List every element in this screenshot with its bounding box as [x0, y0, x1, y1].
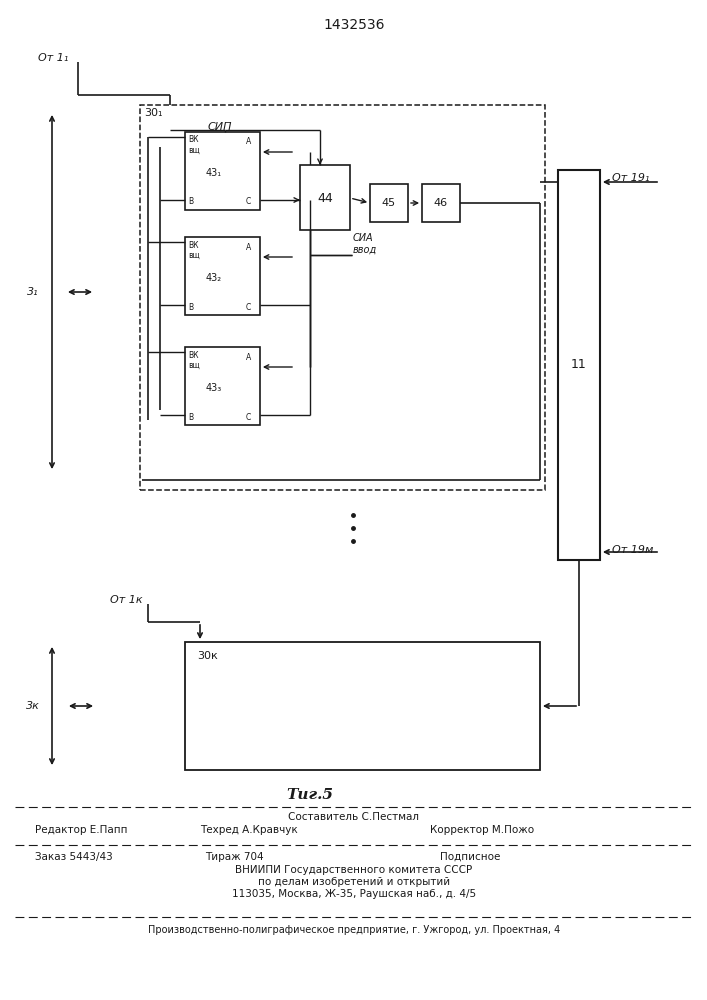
- Text: ВНИИПИ Государственного комитета СССР: ВНИИПИ Государственного комитета СССР: [235, 865, 472, 875]
- Text: ввод: ввод: [353, 245, 378, 255]
- Text: С: С: [246, 302, 251, 312]
- Text: В: В: [188, 412, 193, 422]
- Text: ВК: ВК: [188, 351, 199, 360]
- Text: 30к: 30к: [197, 651, 218, 661]
- Text: 43₃: 43₃: [206, 383, 222, 393]
- Text: Тираж 704: Тираж 704: [205, 852, 264, 862]
- Text: по делам изобретений и открытий: по делам изобретений и открытий: [258, 877, 450, 887]
- Text: С: С: [246, 198, 251, 207]
- Text: Производственно-полиграфическое предприятие, г. Ужгород, ул. Проектная, 4: Производственно-полиграфическое предприя…: [148, 925, 560, 935]
- Text: 46: 46: [434, 198, 448, 208]
- Text: Заказ 5443/43: Заказ 5443/43: [35, 852, 112, 862]
- Text: От 19₁: От 19₁: [612, 173, 650, 183]
- Bar: [370, 184, 408, 222]
- Text: 30₁: 30₁: [144, 108, 163, 118]
- Text: ВК: ВК: [188, 135, 199, 144]
- Text: А: А: [246, 137, 251, 146]
- Text: вщ: вщ: [188, 145, 200, 154]
- Text: СИП: СИП: [208, 122, 233, 132]
- Bar: [185, 132, 260, 210]
- Bar: [300, 165, 350, 230]
- Text: 43₁: 43₁: [206, 168, 222, 178]
- Bar: [185, 347, 260, 425]
- Text: 45: 45: [382, 198, 396, 208]
- Text: вщ: вщ: [188, 250, 200, 259]
- Text: 3₁: 3₁: [27, 287, 39, 297]
- Bar: [185, 642, 540, 770]
- Text: От 19м: От 19м: [612, 545, 653, 555]
- Text: 11: 11: [571, 359, 587, 371]
- Text: От 1к: От 1к: [110, 595, 143, 605]
- Text: 113035, Москва, Ж-35, Раушская наб., д. 4/5: 113035, Москва, Ж-35, Раушская наб., д. …: [232, 889, 476, 899]
- Text: 3к: 3к: [26, 701, 40, 711]
- Bar: [140, 105, 545, 490]
- Text: В: В: [188, 198, 193, 207]
- Text: СИА: СИА: [353, 233, 373, 243]
- Text: Τиг.5: Τиг.5: [286, 788, 334, 802]
- Text: Редактор Е.Папп: Редактор Е.Папп: [35, 825, 127, 835]
- Bar: [558, 170, 600, 560]
- Text: 44: 44: [317, 192, 333, 205]
- Text: А: А: [246, 242, 251, 251]
- Text: В: В: [188, 302, 193, 312]
- Text: С: С: [246, 412, 251, 422]
- Text: От 1₁: От 1₁: [38, 53, 69, 63]
- Bar: [185, 237, 260, 315]
- Text: А: А: [246, 353, 251, 361]
- Text: Техред А.Кравчук: Техред А.Кравчук: [200, 825, 298, 835]
- Text: 43₂: 43₂: [206, 273, 222, 283]
- Text: Корректор М.Пожо: Корректор М.Пожо: [430, 825, 534, 835]
- Text: Подписное: Подписное: [440, 852, 501, 862]
- Text: ВК: ВК: [188, 240, 199, 249]
- Bar: [422, 184, 460, 222]
- Text: Составитель С.Пестмал: Составитель С.Пестмал: [288, 812, 419, 822]
- Text: 1432536: 1432536: [323, 18, 385, 32]
- Text: вщ: вщ: [188, 360, 200, 369]
